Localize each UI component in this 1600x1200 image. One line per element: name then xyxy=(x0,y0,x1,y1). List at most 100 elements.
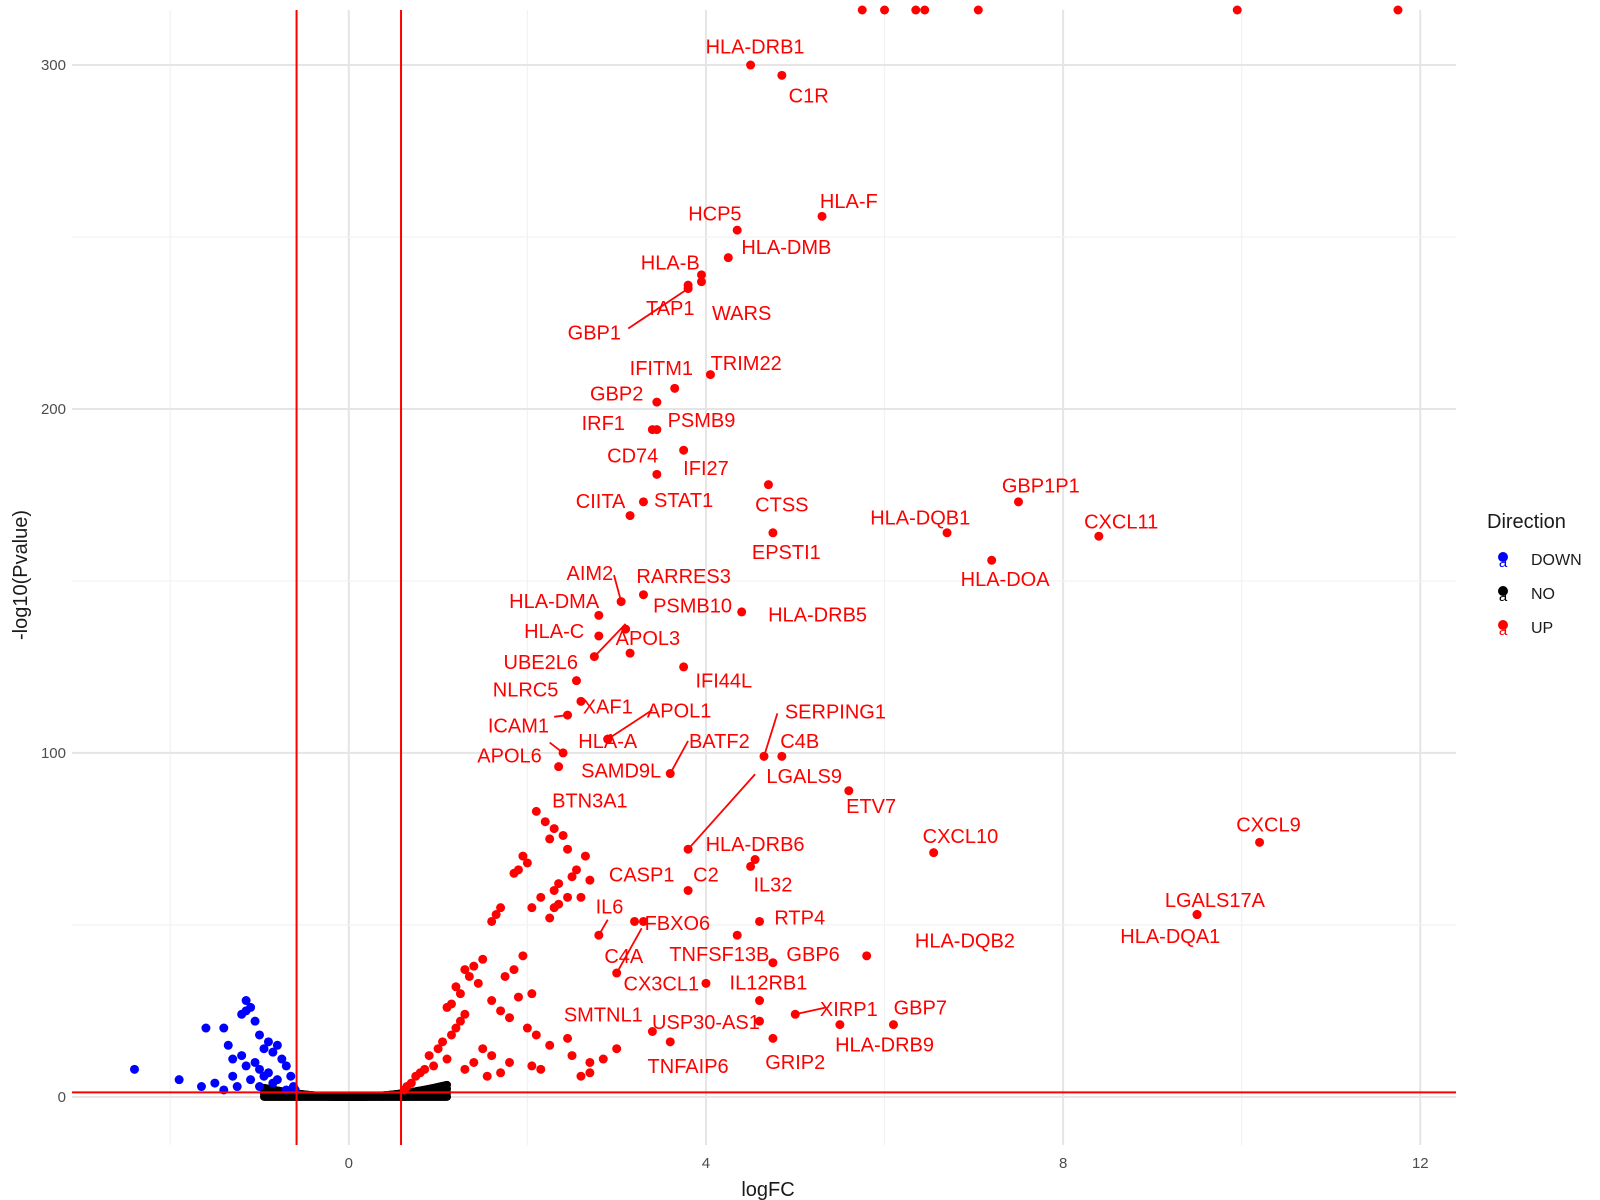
gene-label: LGALS17A xyxy=(1165,890,1266,912)
point-up xyxy=(571,865,581,875)
point-up-labeled xyxy=(768,958,778,968)
gene-label: IL12RB1 xyxy=(730,972,808,994)
point-up-labeled xyxy=(679,445,689,455)
point-up xyxy=(549,885,559,895)
point-up xyxy=(585,875,595,885)
point-up xyxy=(563,1033,573,1043)
point-up-labeled xyxy=(701,978,711,988)
point-up xyxy=(487,1051,497,1061)
grid xyxy=(72,10,1456,1145)
point-up xyxy=(576,1071,586,1081)
point-up-labeled xyxy=(625,648,635,658)
point-up-labeled xyxy=(746,861,756,871)
gene-label: HLA-B xyxy=(641,252,700,274)
label-connector xyxy=(795,1006,827,1016)
gene-label: HLA-F xyxy=(820,191,878,213)
point-up xyxy=(1232,5,1242,15)
gene-label: CTSS xyxy=(755,495,808,517)
point-up xyxy=(554,879,564,889)
point-up-labeled xyxy=(554,762,564,772)
point-down xyxy=(246,1002,256,1012)
point-up-labeled xyxy=(652,397,662,407)
point-up-labeled xyxy=(750,855,760,865)
point-up xyxy=(531,1030,541,1040)
point-up-labeled xyxy=(929,848,939,858)
point-up xyxy=(1393,5,1403,15)
point-up-labeled xyxy=(1192,910,1202,920)
gene-label: APOL1 xyxy=(647,701,711,723)
point-up xyxy=(540,817,550,827)
label-connector xyxy=(615,927,643,974)
legend: Direction a DOWN a NO a UP xyxy=(1487,511,1582,639)
gene-label: CX3CL1 xyxy=(624,974,700,996)
gene-label: STAT1 xyxy=(654,490,713,512)
point-up xyxy=(545,913,555,923)
point-up-labeled xyxy=(683,885,693,895)
legend-key-down xyxy=(1498,552,1508,562)
point-up xyxy=(505,1013,515,1023)
point-up-labeled xyxy=(576,696,586,706)
point-up xyxy=(460,965,470,975)
label-connector xyxy=(549,741,564,754)
point-up xyxy=(545,1040,555,1050)
point-up-labeled xyxy=(1255,837,1265,847)
point-down xyxy=(281,1061,291,1071)
gene-label: CXCL10 xyxy=(923,826,999,848)
gene-label: CIITA xyxy=(576,491,626,513)
point-down xyxy=(272,1075,282,1085)
point-up-labeled xyxy=(746,60,756,70)
legend-key-glyph: a xyxy=(1499,622,1508,639)
point-up-labeled xyxy=(647,425,657,435)
point-up xyxy=(446,1030,456,1040)
gene-label: GRIP2 xyxy=(765,1052,825,1074)
point-up xyxy=(973,5,983,15)
point-down xyxy=(210,1078,220,1088)
gene-label: NLRC5 xyxy=(493,679,559,701)
gene-label: C4A xyxy=(604,946,644,968)
point-up-labeled xyxy=(625,511,635,521)
point-up-labeled xyxy=(768,528,778,538)
point-up xyxy=(536,892,546,902)
gene-label: GBP2 xyxy=(590,383,643,405)
point-down xyxy=(286,1071,296,1081)
gene-label: HLA-DRB1 xyxy=(706,36,805,58)
gene-label: PSMB9 xyxy=(668,410,736,432)
point-up-labeled xyxy=(1013,497,1023,507)
point-up-labeled xyxy=(679,662,689,672)
point-up xyxy=(496,903,506,913)
y-tick-label: 100 xyxy=(41,745,66,762)
point-up xyxy=(464,971,474,981)
point-down xyxy=(241,1061,251,1071)
point-up-labeled xyxy=(817,211,827,221)
point-down xyxy=(263,1037,273,1047)
point-up xyxy=(460,1009,470,1019)
gene-label: PSMB10 xyxy=(653,595,732,617)
gene-label: WARS xyxy=(712,303,771,325)
point-up xyxy=(455,1016,465,1026)
x-tick-label: 8 xyxy=(1059,1155,1067,1172)
point-up-labeled xyxy=(630,916,640,926)
point-up-labeled xyxy=(737,607,747,617)
point-up xyxy=(558,830,568,840)
legend-label: UP xyxy=(1531,620,1553,637)
point-down xyxy=(237,1051,247,1061)
gene-label: BATF2 xyxy=(689,731,750,753)
y-tick-label: 300 xyxy=(41,57,66,74)
point-up xyxy=(580,851,590,861)
gene-label: HLA-DQA1 xyxy=(1120,926,1220,948)
point-up-labeled xyxy=(705,370,715,380)
gene-label: GBP6 xyxy=(786,944,839,966)
point-up xyxy=(442,1002,452,1012)
gene-label: SAMD9L xyxy=(581,760,661,782)
point-up xyxy=(554,899,564,909)
point-up xyxy=(429,1061,439,1071)
point-up xyxy=(536,1064,546,1074)
gene-label: RTP4 xyxy=(774,908,825,930)
gene-label: CASP1 xyxy=(609,864,675,886)
point-up-labeled xyxy=(763,480,773,490)
gene-label: TNFSF13B xyxy=(669,944,769,966)
threshold-lines xyxy=(72,10,1456,1145)
legend-title: Direction xyxy=(1487,511,1566,533)
